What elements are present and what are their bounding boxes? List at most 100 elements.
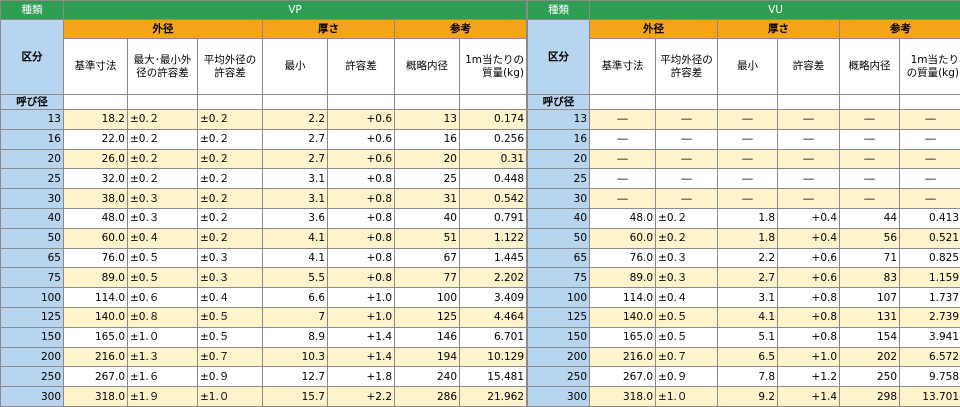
empty-cell bbox=[717, 94, 779, 110]
inner-diameter-cell: 250 bbox=[839, 366, 901, 388]
min-thickness-cell: 2.7 bbox=[262, 128, 328, 150]
avg-tolerance-cell: ±1.０ bbox=[197, 386, 263, 407]
std-dimension-cell: 26.0 bbox=[63, 148, 128, 170]
avg-tolerance-cell: ±0.７ bbox=[197, 346, 263, 368]
min-thickness-cell: 1.8 bbox=[717, 227, 779, 249]
std-dimension-cell: 48.0 bbox=[63, 207, 128, 229]
inner-diameter-cell: 131 bbox=[839, 306, 901, 328]
thickness-tolerance-cell: +0.8 bbox=[777, 287, 841, 308]
min-thickness-cell: 2.2 bbox=[717, 247, 779, 269]
min-thickness-cell: 15.7 bbox=[262, 386, 328, 407]
nominal-size-cell: 75 bbox=[527, 267, 591, 289]
mass-cell: 0.256 bbox=[458, 128, 528, 150]
avg-tolerance-cell: ±0.２ bbox=[197, 227, 263, 249]
mass-cell: 0.413 bbox=[899, 207, 960, 229]
section-header: 区分 bbox=[0, 19, 64, 95]
vu-table-body: 13 ― ― ― ― ― ― 16 ― ― ― ― ― ― 20 ― ― ― ― ― ― 25 ― ― ― ― ― ― 30 ― ― ― ― ― ―… bbox=[527, 109, 960, 407]
avg-tolerance-cell: ― bbox=[655, 148, 719, 170]
mass-cell: 9.758 bbox=[899, 366, 960, 388]
maxmin-tolerance-cell: ±0.２ bbox=[127, 109, 198, 130]
thickness-tolerance-cell: +1.4 bbox=[777, 386, 841, 407]
kind-header: 種類 bbox=[0, 0, 64, 20]
std-dimension-cell: 216.0 bbox=[63, 346, 128, 368]
avg-tolerance-cell: ±0.３ bbox=[655, 267, 719, 289]
vu-spec-table: 種類 VU 区分 外径 厚さ 参考 基準寸法 平均外径の許容差 最小 許容差 概… bbox=[527, 0, 960, 407]
mass-cell: 15.481 bbox=[458, 366, 528, 388]
reference-group-header: 参考 bbox=[839, 19, 960, 39]
empty-cell bbox=[262, 94, 328, 110]
empty-cell bbox=[197, 94, 263, 110]
avg-tolerance-cell: ±0.２ bbox=[197, 109, 263, 130]
nominal-size-cell: 65 bbox=[527, 247, 591, 269]
mass-cell: ― bbox=[899, 148, 960, 170]
avg-tolerance-cell: ±0.３ bbox=[197, 247, 263, 269]
avg-tolerance-cell: ±1.０ bbox=[655, 386, 719, 407]
inner-diameter-cell: 31 bbox=[394, 188, 460, 209]
inner-diameter-cell: ― bbox=[839, 148, 901, 170]
mass-cell: 1.445 bbox=[458, 247, 528, 269]
empty-cell bbox=[589, 94, 657, 110]
std-dimension-cell: 32.0 bbox=[63, 168, 128, 190]
thickness-tolerance-cell: +1.0 bbox=[327, 306, 395, 328]
thickness-tolerance-cell: +1.4 bbox=[327, 346, 395, 368]
thickness-tolerance-cell: ― bbox=[777, 128, 841, 150]
nominal-size-cell: 300 bbox=[527, 386, 591, 407]
min-thickness-cell: ― bbox=[717, 168, 779, 190]
avg-tolerance-cell: ±0.４ bbox=[655, 287, 719, 308]
table-row: 150 165.0 ±0.５ 5.1 +0.8 154 3.941 bbox=[527, 326, 960, 348]
empty-cell bbox=[127, 94, 198, 110]
min-thickness-cell: 3.1 bbox=[717, 287, 779, 308]
nominal-size-cell: 40 bbox=[527, 207, 591, 229]
std-dimension-cell: 22.0 bbox=[63, 128, 128, 150]
table-row: 40 48.0 ±0.３ ±0.２ 3.6 +0.8 40 0.791 bbox=[0, 207, 528, 229]
mass-cell: 0.791 bbox=[458, 207, 528, 229]
table-row: 100 114.0 ±0.６ ±0.４ 6.6 +1.0 100 3.409 bbox=[0, 287, 528, 308]
nominal-size-cell: 30 bbox=[0, 188, 64, 209]
table-row: 20 ― ― ― ― ― ― bbox=[527, 148, 960, 170]
mass-cell: 0.542 bbox=[458, 188, 528, 209]
empty-cell bbox=[458, 94, 528, 110]
thickness-tolerance-cell: +0.8 bbox=[327, 247, 395, 269]
maxmin-tolerance-cell: ±0.３ bbox=[127, 188, 198, 209]
avg-tolerance-cell: ±0.５ bbox=[655, 326, 719, 348]
std-dimension-cell: 48.0 bbox=[589, 207, 657, 229]
table-row: 40 48.0 ±0.２ 1.8 +0.4 44 0.413 bbox=[527, 207, 960, 229]
min-thickness-cell: ― bbox=[717, 128, 779, 150]
nominal-size-cell: 150 bbox=[0, 326, 64, 348]
inner-diameter-cell: ― bbox=[839, 128, 901, 150]
avg-tolerance-cell: ±0.２ bbox=[197, 168, 263, 190]
table-row: 16 ― ― ― ― ― ― bbox=[527, 128, 960, 150]
table-row: 250 267.0 ±0.９ 7.8 +1.2 250 9.758 bbox=[527, 366, 960, 388]
inner-diameter-cell: 51 bbox=[394, 227, 460, 249]
mass-cell: 1.737 bbox=[899, 287, 960, 308]
min-thickness-cell: 8.9 bbox=[262, 326, 328, 348]
mass-cell: ― bbox=[899, 188, 960, 209]
nominal-size-cell: 50 bbox=[0, 227, 64, 249]
min-thickness-cell: 1.8 bbox=[717, 207, 779, 229]
inner-diameter-cell: 13 bbox=[394, 109, 460, 130]
nominal-size-cell: 100 bbox=[527, 287, 591, 308]
min-thickness-cell: 3.1 bbox=[262, 188, 328, 209]
nominal-size-cell: 16 bbox=[527, 128, 591, 150]
thickness-tolerance-cell: +0.4 bbox=[777, 227, 841, 249]
mass-cell: 0.825 bbox=[899, 247, 960, 269]
std-dimension-cell: 114.0 bbox=[589, 287, 657, 308]
thickness-tolerance-cell: +0.8 bbox=[327, 168, 395, 190]
mass-cell: 13.701 bbox=[899, 386, 960, 407]
avg-tolerance-cell: ±0.２ bbox=[197, 207, 263, 229]
table-row: 300 318.0 ±1.０ 9.2 +1.4 298 13.701 bbox=[527, 386, 960, 407]
avg-tolerance-cell: ±0.７ bbox=[655, 346, 719, 368]
mass-cell: 0.448 bbox=[458, 168, 528, 190]
nominal-size-cell: 40 bbox=[0, 207, 64, 229]
std-dimension-cell: 18.2 bbox=[63, 109, 128, 130]
inner-diameter-cell: 44 bbox=[839, 207, 901, 229]
maxmin-tolerance-cell: ±1.３ bbox=[127, 346, 198, 368]
nominal-size-cell: 13 bbox=[0, 109, 64, 130]
maxmin-tolerance-cell: ±0.５ bbox=[127, 247, 198, 269]
std-dimension-cell: 267.0 bbox=[63, 366, 128, 388]
thickness-tolerance-cell: +0.6 bbox=[777, 267, 841, 289]
min-thickness-cell: 2.7 bbox=[717, 267, 779, 289]
col-header-avg: 平均外径の許容差 bbox=[197, 38, 263, 95]
std-dimension-cell: 267.0 bbox=[589, 366, 657, 388]
std-dimension-cell: ― bbox=[589, 109, 657, 130]
